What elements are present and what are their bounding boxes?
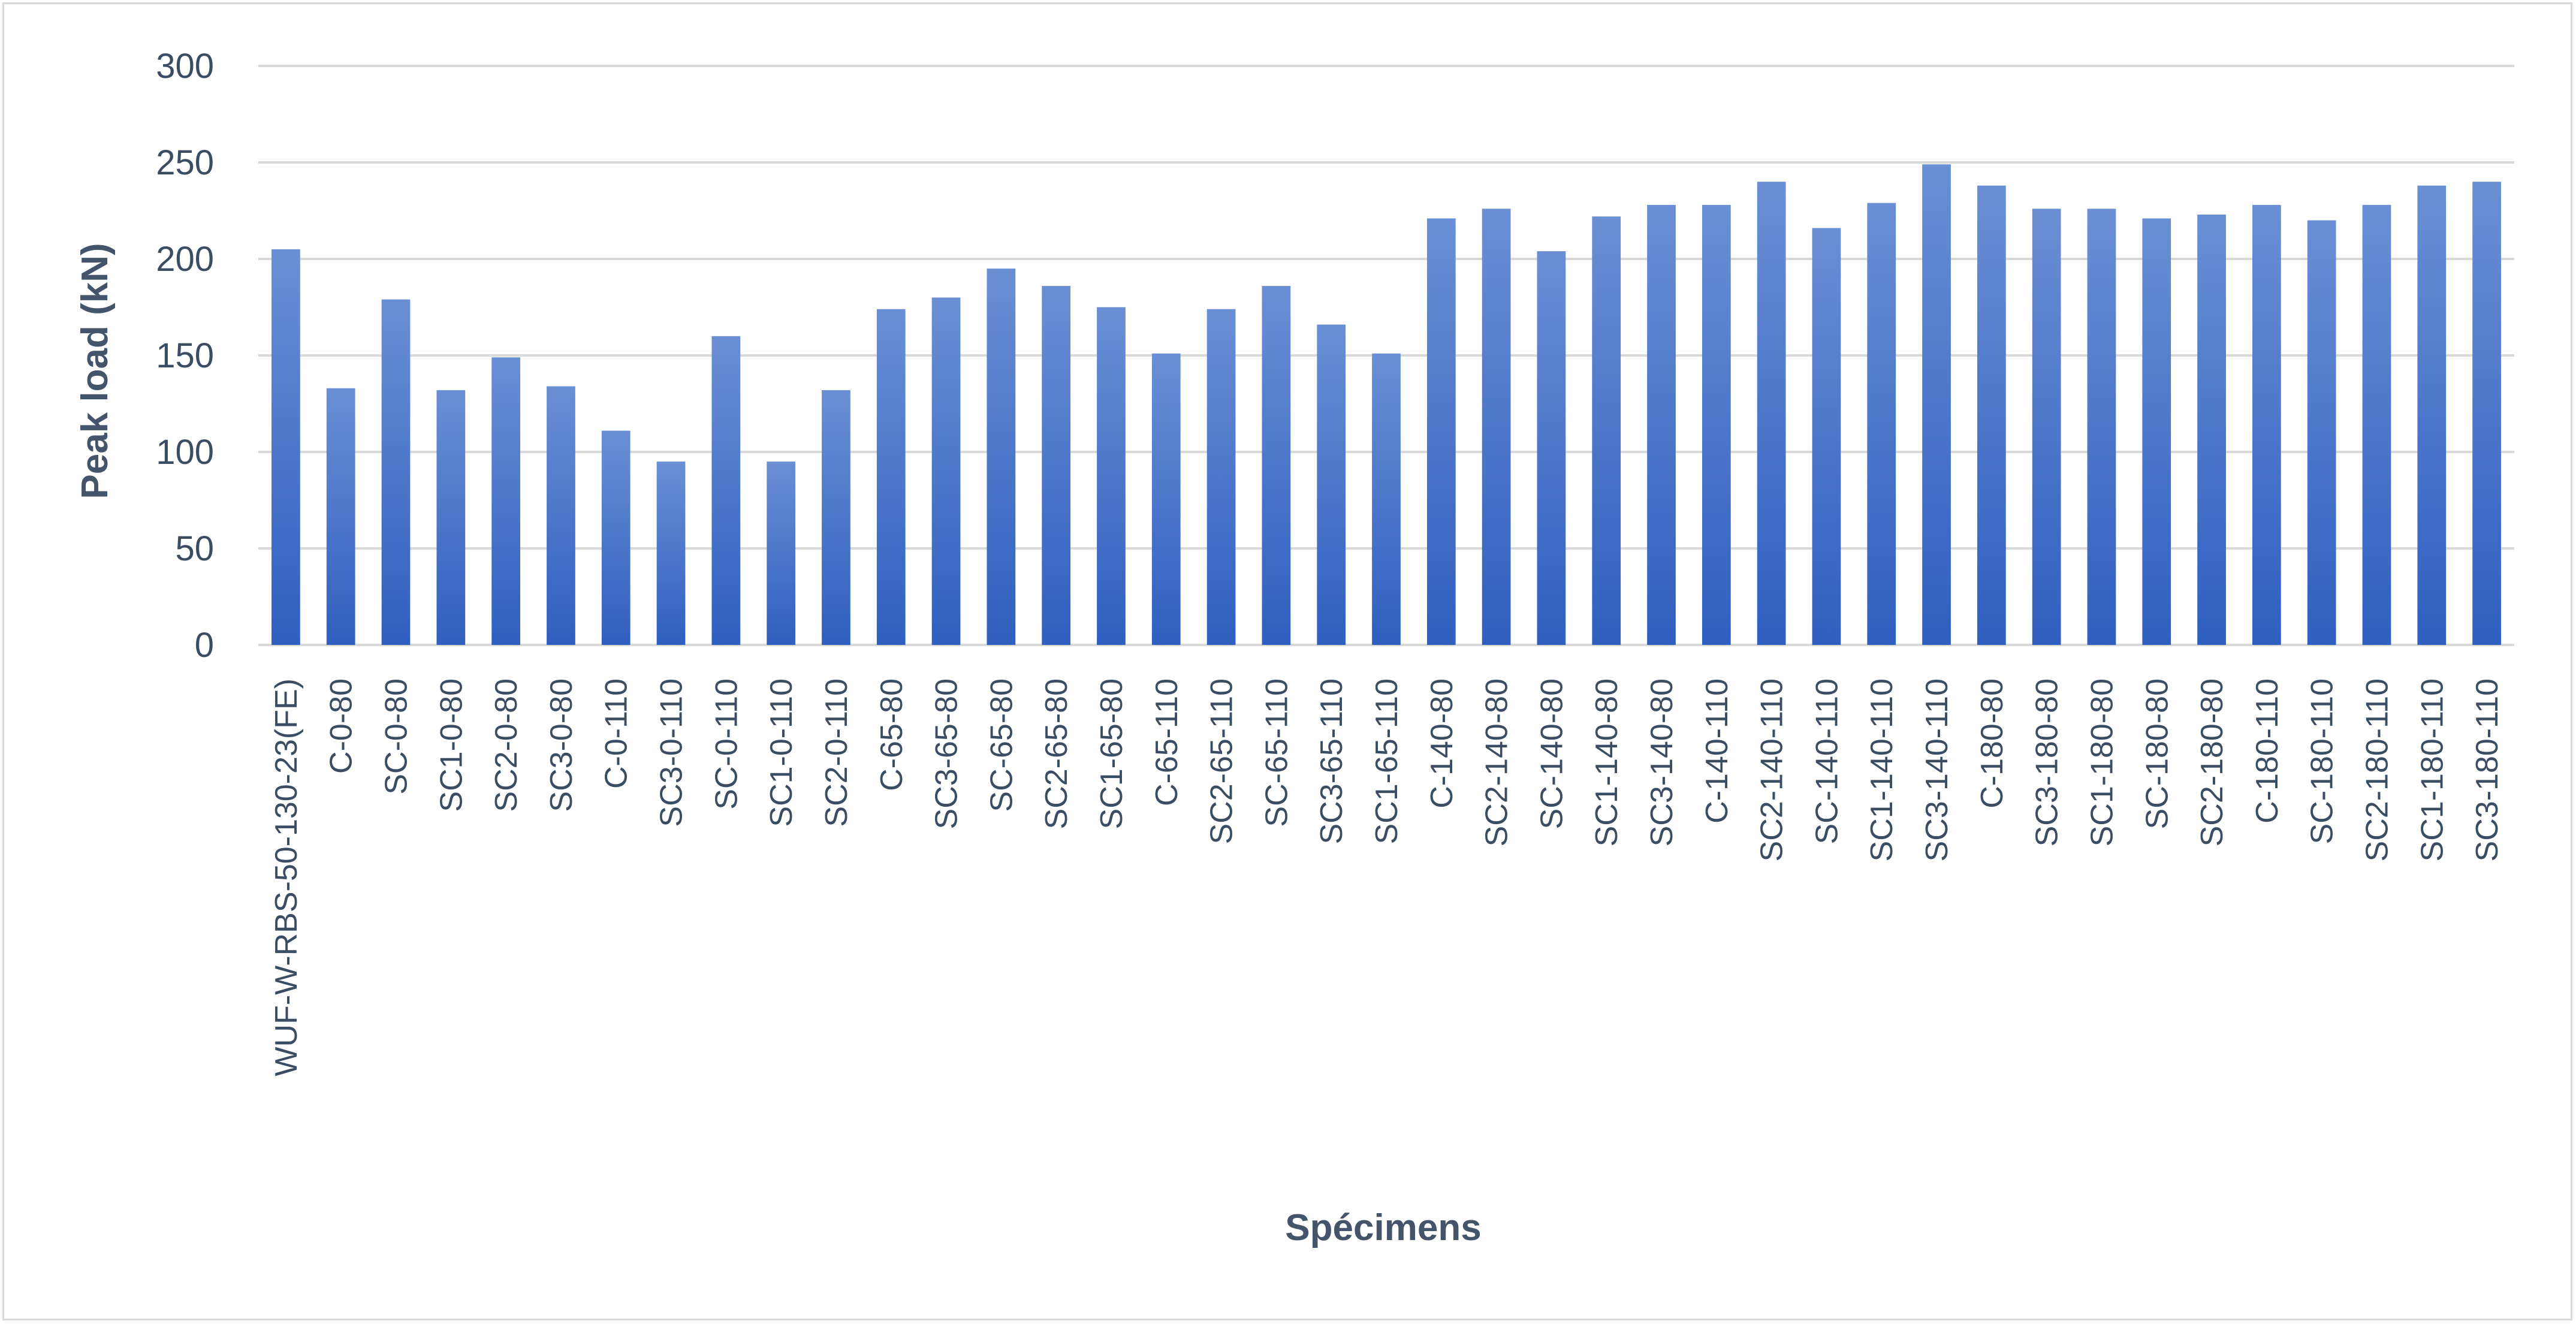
- x-tick-label: SC1-140-110: [1865, 678, 1899, 861]
- bar-SC1-140-80: [1592, 216, 1621, 645]
- bar-chart: 0 50 100 150 200 250 300 WUF-W-RBS-50-130-23(F…: [74, 47, 2514, 1248]
- x-tick-label: SC3-180-80: [2030, 678, 2065, 846]
- bar-SC2-140-110: [1757, 182, 1786, 645]
- bar-C-65-80: [876, 309, 906, 645]
- bar-WUF-W-RBS-50-130-23(FE): [272, 249, 300, 645]
- bar-SC1-65-110: [1372, 353, 1401, 645]
- bar-SC1-65-80: [1097, 307, 1126, 645]
- x-tick-label: C-180-110: [2250, 678, 2285, 824]
- x-tick-label: C-140-80: [1425, 678, 1459, 809]
- bar-C-0-80: [326, 388, 355, 645]
- x-tick-label: SC-140-80: [1534, 678, 1569, 829]
- x-tick-label: SC2-180-110: [2360, 678, 2394, 861]
- x-tick-label: SC-180-80: [2140, 678, 2174, 829]
- x-tick-label: SC1-140-80: [1589, 678, 1624, 846]
- x-tick-label: SC3-65-80: [930, 678, 964, 829]
- y-tick-label: 100: [156, 433, 214, 472]
- bar-SC2-65-110: [1206, 309, 1236, 645]
- x-tick-label: C-140-110: [1700, 678, 1735, 824]
- x-tick-label: SC-180-110: [2305, 678, 2340, 845]
- bar-SC-180-80: [2142, 218, 2171, 645]
- bar-C-180-110: [2252, 204, 2281, 646]
- bar-SC-140-80: [1537, 251, 1566, 645]
- x-tick-label: SC2-65-110: [1205, 678, 1239, 845]
- y-tick-label: 300: [156, 47, 214, 86]
- bar-SC2-0-80: [491, 357, 520, 645]
- bar-SC1-180-80: [2087, 209, 2116, 645]
- x-tick-label: SC1-65-110: [1370, 678, 1404, 845]
- bars: [272, 164, 2501, 646]
- bar-C-140-80: [1426, 218, 1456, 645]
- y-axis-ticks: 0 50 100 150 200 250 300: [156, 47, 214, 665]
- bar-SC3-140-80: [1647, 204, 1676, 646]
- y-tick-label: 150: [156, 336, 214, 375]
- bar-SC2-180-80: [2197, 214, 2226, 645]
- x-tick-label: SC-140-110: [1809, 678, 1844, 845]
- bar-SC3-180-80: [2032, 209, 2061, 645]
- bar-C-180-80: [1977, 185, 2006, 645]
- bar-SC2-140-80: [1482, 209, 1511, 645]
- x-axis-ticks: WUF-W-RBS-50-130-23(FE) C-0-80 SC-0-80 SC1-…: [269, 678, 2505, 1076]
- bar-SC1-0-80: [436, 390, 466, 645]
- x-tick-label: SC2-0-110: [819, 678, 854, 827]
- bar-SC-0-80: [381, 299, 411, 645]
- bar-SC3-140-110: [1922, 164, 1951, 646]
- x-tick-label: SC-65-110: [1259, 678, 1294, 827]
- x-tick-label: C-65-110: [1150, 678, 1184, 806]
- bar-C-140-110: [1702, 204, 1731, 646]
- x-tick-label: SC3-140-110: [1920, 678, 1954, 861]
- bar-C-0-110: [601, 430, 631, 645]
- x-tick-label: SC2-140-80: [1480, 678, 1515, 846]
- bar-SC-140-110: [1812, 228, 1841, 646]
- y-tick-label: 250: [156, 143, 214, 182]
- x-axis-title: Spécimens: [1285, 1207, 1481, 1248]
- x-tick-label: SC3-0-80: [544, 678, 579, 812]
- y-tick-label: 0: [195, 626, 214, 665]
- x-tick-label: C-0-80: [324, 678, 359, 774]
- x-tick-label: SC3-0-110: [654, 678, 689, 827]
- bar-C-65-110: [1151, 353, 1181, 645]
- bar-SC3-180-110: [2472, 182, 2501, 645]
- x-tick-label: C-65-80: [874, 678, 909, 791]
- x-tick-label: SC1-0-80: [434, 678, 469, 812]
- x-tick-label: SC-0-80: [379, 678, 414, 795]
- bar-SC2-0-110: [822, 390, 850, 645]
- x-tick-label: WUF-W-RBS-50-130-23(FE): [269, 678, 304, 1076]
- bar-SC1-180-110: [2417, 185, 2447, 645]
- x-tick-label: SC1-65-80: [1094, 678, 1129, 829]
- bar-SC3-0-80: [547, 386, 575, 645]
- bar-SC-65-110: [1262, 286, 1291, 646]
- bar-SC1-0-110: [767, 462, 796, 645]
- x-tick-label: SC1-180-80: [2085, 678, 2119, 846]
- x-tick-label: SC3-180-110: [2470, 678, 2505, 861]
- x-tick-label: SC-65-80: [984, 678, 1019, 812]
- x-tick-label: SC3-140-80: [1645, 678, 1679, 846]
- x-tick-label: SC2-65-80: [1039, 678, 1074, 829]
- x-tick-label: SC1-0-110: [764, 678, 799, 827]
- x-tick-label: C-0-110: [599, 678, 634, 789]
- y-axis-title: Peak load (kN): [74, 243, 116, 499]
- bar-SC-180-110: [2307, 220, 2336, 646]
- bar-SC-65-80: [987, 269, 1016, 646]
- x-tick-label: SC3-65-110: [1314, 678, 1349, 845]
- x-tick-label: SC2-140-110: [1755, 678, 1790, 861]
- bar-SC1-140-110: [1867, 203, 1896, 645]
- bar-SC-0-110: [711, 336, 741, 645]
- bar-SC3-65-80: [931, 297, 961, 645]
- x-tick-label: SC2-180-80: [2195, 678, 2230, 846]
- x-tick-label: SC2-0-80: [489, 678, 524, 812]
- x-tick-label: SC-0-110: [709, 678, 744, 810]
- bar-SC2-180-110: [2362, 204, 2391, 646]
- x-tick-label: C-180-80: [1975, 678, 2010, 809]
- bar-SC3-65-110: [1317, 324, 1346, 645]
- bar-SC2-65-80: [1042, 286, 1071, 646]
- y-tick-label: 50: [175, 529, 214, 568]
- bar-SC3-0-110: [656, 462, 686, 645]
- y-tick-label: 200: [156, 240, 214, 279]
- x-tick-label: SC1-180-110: [2415, 678, 2450, 861]
